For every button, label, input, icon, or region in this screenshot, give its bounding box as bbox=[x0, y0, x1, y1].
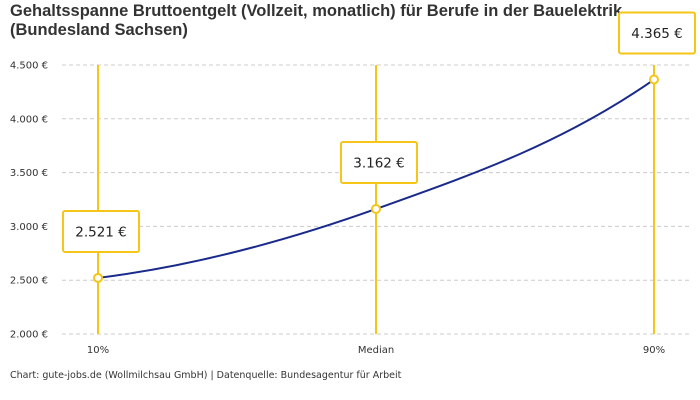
data-label-frame bbox=[62, 209, 140, 253]
data-point bbox=[93, 272, 103, 283]
x-tick-label: Median bbox=[358, 345, 394, 356]
y-tick-label: 2.000 € bbox=[10, 330, 48, 341]
data-label-frame bbox=[340, 140, 418, 184]
data-label-box: 2.521 € bbox=[62, 209, 140, 253]
data-label: 4.365 € bbox=[631, 26, 683, 42]
data-label-box: 4.365 € bbox=[618, 11, 696, 55]
x-tick-label: 10% bbox=[87, 345, 109, 356]
data-label-frame bbox=[618, 11, 696, 55]
y-tick-label: 3.500 € bbox=[10, 168, 48, 179]
y-tick-label: 4.500 € bbox=[10, 61, 48, 72]
chart-credit: Chart: gute-jobs.de (Wollmilchsau GmbH) … bbox=[10, 370, 402, 381]
data-point bbox=[649, 74, 659, 85]
chart-title: Gehaltsspanne Bruttoentgelt (Vollzeit, m… bbox=[10, 2, 623, 39]
y-tick-label: 4.000 € bbox=[10, 114, 48, 125]
data-label: 2.521 € bbox=[75, 224, 127, 240]
y-tick-label: 2.500 € bbox=[10, 276, 48, 287]
x-tick-label: 90% bbox=[643, 345, 665, 356]
data-point bbox=[371, 203, 381, 214]
y-tick-label: 3.000 € bbox=[10, 222, 48, 233]
data-label-box: 3.162 € bbox=[340, 140, 418, 184]
data-label: 3.162 € bbox=[353, 155, 405, 171]
